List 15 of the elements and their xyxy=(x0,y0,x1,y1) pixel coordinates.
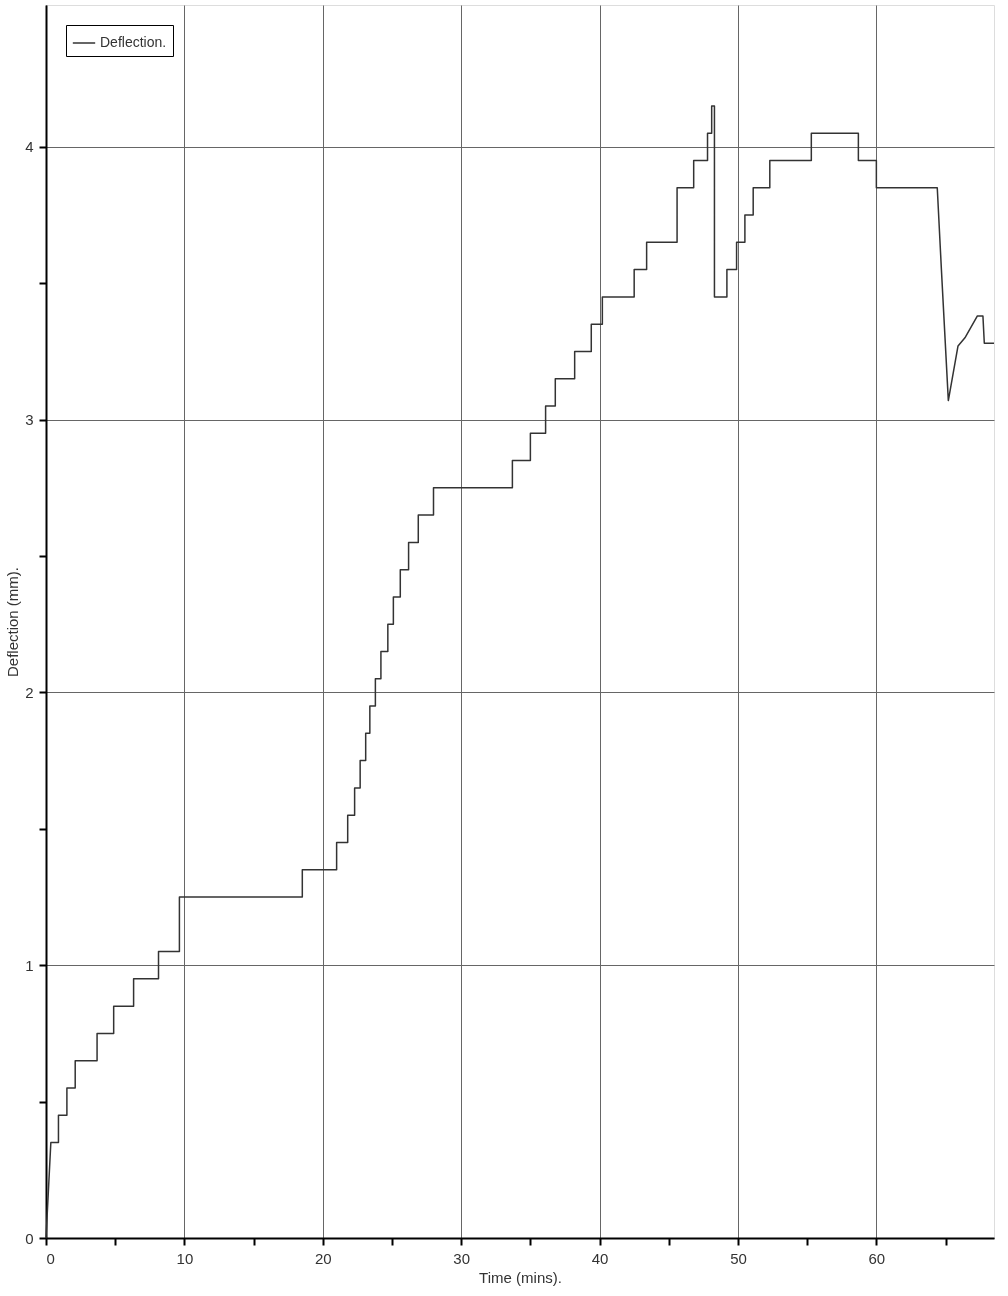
x-tick-label: 60 xyxy=(868,1249,886,1267)
x-tick-label: 20 xyxy=(314,1249,332,1267)
x-tick-label: 0 xyxy=(46,1249,55,1267)
y-axis-title: Deflection (mm). xyxy=(4,566,22,678)
x-tick-label: 30 xyxy=(453,1249,471,1267)
y-tick-label: 0 xyxy=(25,1229,34,1247)
x-axis-title: Time (mins). xyxy=(479,1268,562,1286)
x-tick-label: 50 xyxy=(730,1249,747,1267)
legend-label: Deflection. xyxy=(100,34,167,50)
y-tick-label: 1 xyxy=(25,956,34,974)
x-tick-label: 40 xyxy=(591,1249,609,1267)
y-tick-label: 4 xyxy=(25,138,34,156)
x-tick-label: 10 xyxy=(176,1249,194,1267)
y-tick-label: 3 xyxy=(25,411,34,429)
y-tick-label: 2 xyxy=(25,683,34,701)
